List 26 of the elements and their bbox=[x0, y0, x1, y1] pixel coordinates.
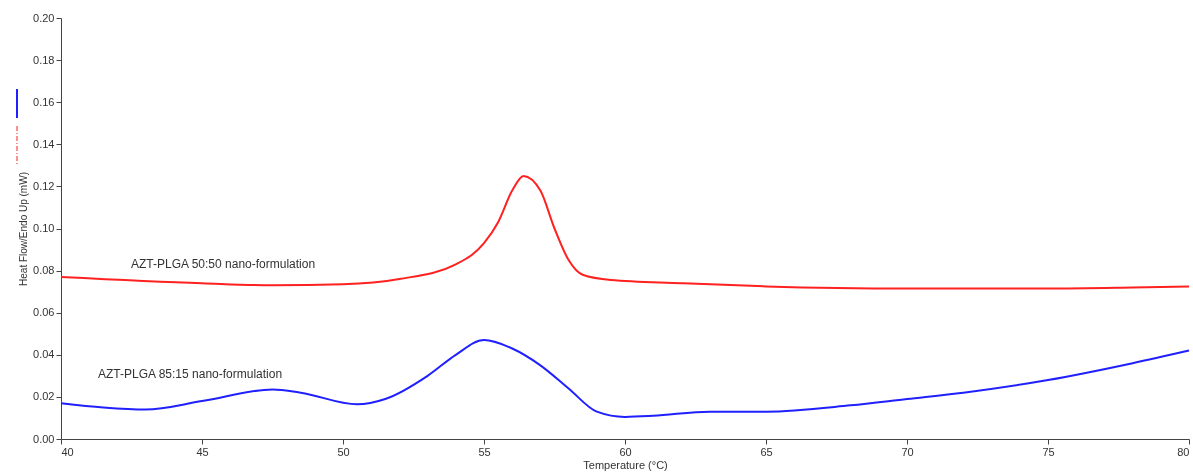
y-tick-label: 0.02 bbox=[33, 390, 55, 403]
y-tick-label: 0.14 bbox=[33, 137, 55, 150]
y-axis-title: Heat Flow/Endo Up (mW) bbox=[18, 172, 30, 286]
x-axis-title: Temperature (°C) bbox=[583, 458, 668, 471]
x-tick-label: 40 bbox=[61, 445, 74, 458]
x-tick-label: 80 bbox=[1177, 445, 1190, 458]
line-series bbox=[60, 339, 1190, 418]
y-tick-label: 0.10 bbox=[33, 222, 55, 234]
x-tick-label: 65 bbox=[760, 445, 773, 458]
x-tick-label: 45 bbox=[196, 445, 209, 458]
y-tick-label: 0.18 bbox=[33, 53, 55, 66]
y-tick-label: 0.20 bbox=[33, 11, 55, 24]
series-label: AZT-PLGA 85:15 nano-formulation bbox=[98, 367, 283, 382]
x-tick-label: 60 bbox=[619, 445, 632, 458]
y-tick-label: 0.12 bbox=[33, 179, 55, 192]
y-tick-label: 0.00 bbox=[33, 432, 55, 445]
series-label: AZT-PLGA 50:50 nano-formulation bbox=[131, 256, 316, 271]
y-tick-label: 0.16 bbox=[33, 95, 55, 108]
x-tick-label: 75 bbox=[1042, 445, 1055, 458]
y-tick-label: 0.04 bbox=[33, 348, 55, 361]
x-tick-label: 70 bbox=[901, 445, 914, 458]
x-tick-label: 55 bbox=[478, 445, 491, 458]
y-tick-label: 0.06 bbox=[33, 306, 55, 319]
x-tick-label: 50 bbox=[337, 445, 350, 458]
y-tick-label: 0.08 bbox=[33, 264, 55, 277]
line-series bbox=[60, 174, 1190, 290]
